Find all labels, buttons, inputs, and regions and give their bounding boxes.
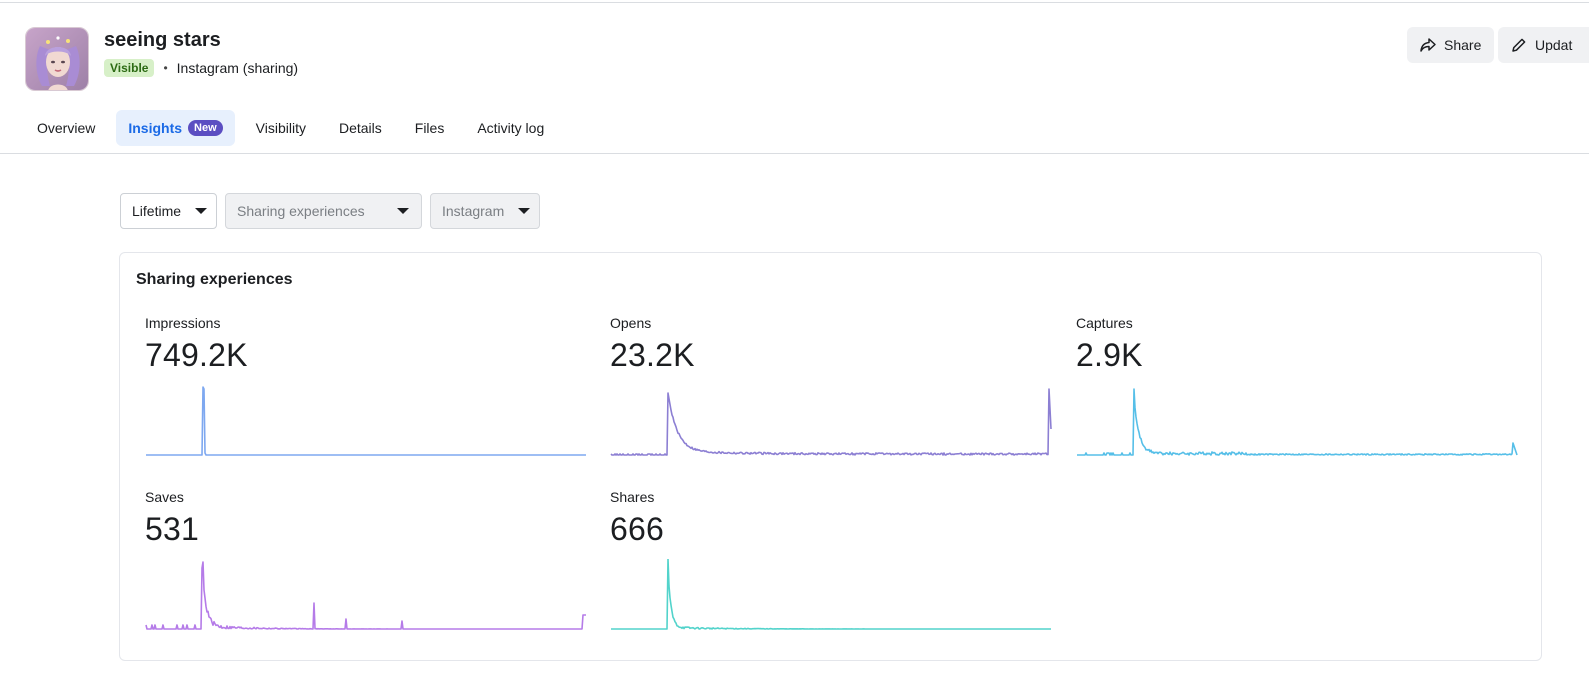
sparkline-series <box>145 561 586 630</box>
metric-shares: Shares 666 <box>610 489 1052 630</box>
opens-sparkline <box>610 388 1052 456</box>
sparkline-series <box>146 386 586 456</box>
share-icon <box>1420 38 1436 52</box>
metric-value: 531 <box>145 511 199 547</box>
filter-bar: Lifetime Sharing experiences Instagram <box>120 193 540 229</box>
impressions-sparkline <box>146 386 586 456</box>
metric-label: Captures <box>1076 315 1133 331</box>
tab-label: Activity log <box>477 120 545 136</box>
sparkline-series <box>610 388 1052 456</box>
page-header: seeing stars Visible • Instagram (sharin… <box>0 3 1589 154</box>
share-button[interactable]: Share <box>1407 27 1494 63</box>
platform-value: Instagram <box>442 203 505 219</box>
update-button[interactable]: Updat <box>1498 27 1589 63</box>
metric-value: 749.2K <box>145 337 248 373</box>
tab-label: Details <box>338 120 382 136</box>
tab-label: Files <box>414 120 445 136</box>
metric-label: Impressions <box>145 315 221 331</box>
tab-label: Insights <box>128 120 183 136</box>
tab-label: Overview <box>37 120 96 136</box>
captures-sparkline <box>1077 388 1518 456</box>
caret-down-icon <box>397 208 409 214</box>
tab-files[interactable]: Files <box>403 110 457 146</box>
metric-value: 2.9K <box>1076 337 1143 373</box>
caret-down-icon <box>518 208 531 214</box>
page-title: seeing stars <box>104 29 221 51</box>
metric-value: 666 <box>610 511 664 547</box>
tab-overview[interactable]: Overview <box>25 110 107 146</box>
platform-label: Instagram (sharing) <box>176 60 299 76</box>
status-line: Visible • Instagram (sharing) <box>104 59 298 77</box>
visibility-badge: Visible <box>104 59 155 77</box>
shares-sparkline <box>611 559 1051 630</box>
pencil-icon <box>1512 38 1526 52</box>
tab-visibility[interactable]: Visibility <box>244 110 318 146</box>
caret-down-icon <box>195 208 208 214</box>
tab-label: Visibility <box>255 120 306 136</box>
metric-captures: Captures 2.9K <box>1076 315 1518 456</box>
sharing-experiences-card: Sharing experiences Impressions 749.2K O… <box>119 252 1542 661</box>
effect-thumbnail <box>25 27 89 91</box>
metric-impressions: Impressions 749.2K <box>145 315 587 456</box>
tab-insights[interactable]: Insights New <box>116 110 235 146</box>
separator-dot: • <box>163 61 168 75</box>
metric-label: Shares <box>610 489 655 505</box>
time-range-value: Lifetime <box>132 203 182 219</box>
sparkline-series <box>1077 388 1518 456</box>
sparkline-series <box>611 559 1051 630</box>
new-badge: New <box>188 120 223 136</box>
time-range-select[interactable]: Lifetime <box>120 193 217 229</box>
metric-label: Opens <box>610 315 652 331</box>
tab-details[interactable]: Details <box>327 110 394 146</box>
share-label: Share <box>1444 37 1482 53</box>
metric-opens: Opens 23.2K <box>610 315 1052 456</box>
top-divider <box>0 2 1589 3</box>
metric-value: 23.2K <box>610 337 695 373</box>
platform-select[interactable]: Instagram <box>430 193 540 229</box>
update-label: Updat <box>1535 37 1573 53</box>
tab-activity-log[interactable]: Activity log <box>465 110 556 146</box>
saves-sparkline <box>145 561 586 630</box>
tab-bar: Overview Insights New Visibility Details … <box>25 110 565 146</box>
experience-select[interactable]: Sharing experiences <box>225 193 422 229</box>
experience-value: Sharing experiences <box>237 203 365 219</box>
metric-saves: Saves 531 <box>145 489 587 630</box>
card-title: Sharing experiences <box>136 271 293 288</box>
metric-label: Saves <box>145 489 184 505</box>
